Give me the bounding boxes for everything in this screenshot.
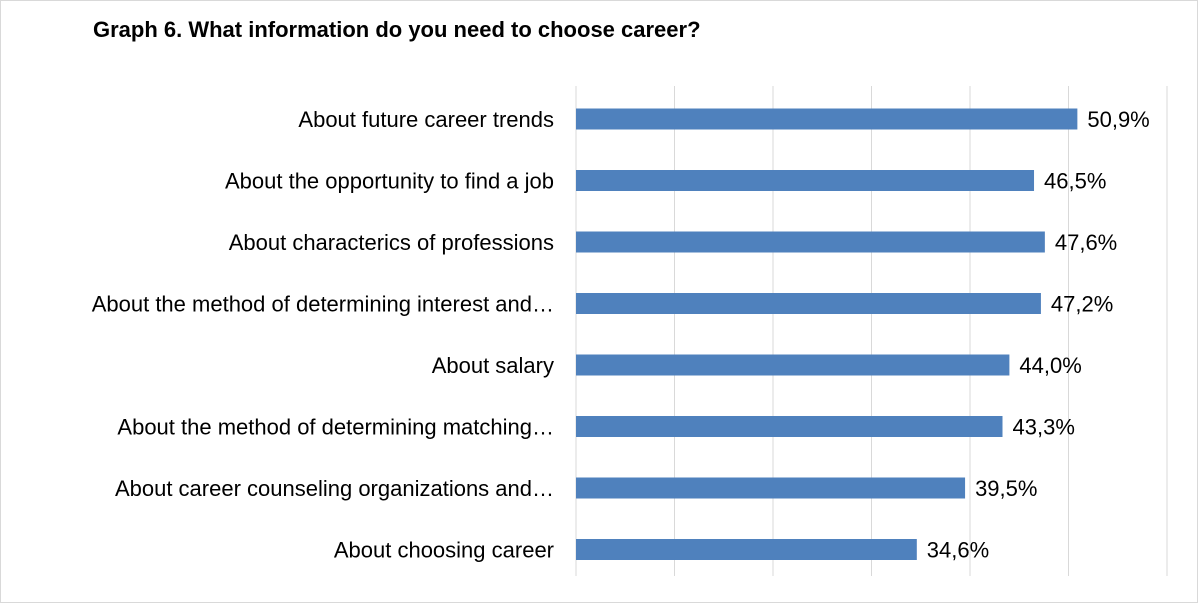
bar bbox=[576, 231, 1045, 253]
value-labels: 50,9% 46,5% 47,6% 47,2% 44,0% 43,3% 39,5% 34,6% bbox=[927, 107, 1150, 563]
value-label: 47,6% bbox=[1055, 230, 1117, 255]
bars bbox=[576, 108, 1078, 560]
value-label: 43,3% bbox=[1013, 415, 1075, 440]
bar bbox=[576, 539, 917, 560]
bar bbox=[576, 416, 1003, 437]
category-labels: About future career trends About the oppo… bbox=[92, 107, 554, 563]
value-label: 50,9% bbox=[1087, 107, 1149, 132]
value-label: 44,0% bbox=[1019, 353, 1081, 378]
category-label: About salary bbox=[432, 353, 554, 378]
bar bbox=[576, 477, 966, 499]
bar bbox=[576, 354, 1010, 376]
chart-title: Graph 6. What information do you need to… bbox=[93, 17, 701, 42]
gridlines bbox=[575, 86, 1168, 576]
category-label: About future career trends bbox=[298, 107, 554, 132]
bar bbox=[576, 108, 1078, 130]
category-label: About the method of determining interest… bbox=[92, 292, 554, 317]
value-label: 47,2% bbox=[1051, 292, 1113, 317]
category-label: About choosing career bbox=[334, 538, 554, 563]
value-label: 46,5% bbox=[1044, 169, 1106, 194]
category-label: About the opportunity to find a job bbox=[225, 169, 554, 194]
category-label: About the method of determining matching… bbox=[117, 415, 554, 440]
category-label: About characterics of professions bbox=[229, 230, 554, 255]
bar bbox=[576, 170, 1035, 191]
value-label: 34,6% bbox=[927, 538, 989, 563]
category-label: About career counseling organizations an… bbox=[115, 476, 554, 501]
bar bbox=[576, 293, 1041, 314]
value-label: 39,5% bbox=[975, 476, 1037, 501]
